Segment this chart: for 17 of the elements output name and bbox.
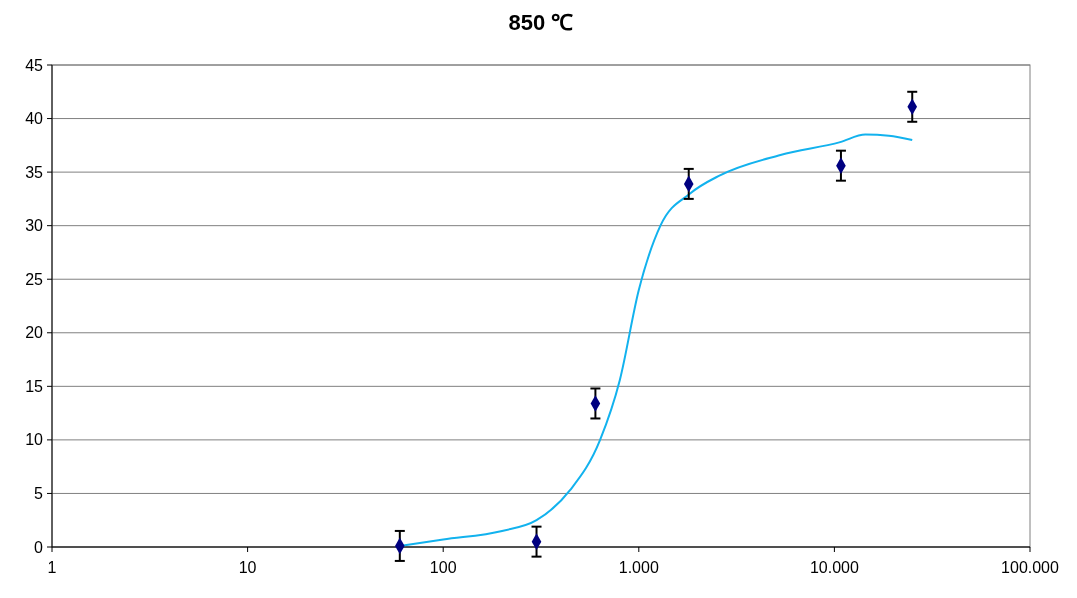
- y-tick-label: 20: [25, 324, 44, 342]
- y-tick-label: 15: [25, 377, 44, 395]
- y-tick-label: 25: [25, 270, 44, 288]
- y-tick-label: 0: [34, 538, 44, 556]
- x-tick-label: 10.000: [809, 559, 859, 576]
- y-tick-label: 40: [25, 110, 44, 128]
- x-tick-label: 1: [47, 559, 57, 576]
- x-tick-label: 1.000: [618, 559, 659, 576]
- x-tick-label: 10: [238, 559, 257, 576]
- y-tick-label: 35: [25, 163, 44, 181]
- x-tick-label: 100: [429, 559, 457, 576]
- y-tick-label: 45: [25, 56, 44, 74]
- y-tick-label: 5: [34, 485, 44, 503]
- y-tick-label: 10: [25, 431, 44, 449]
- x-tick-label: 100.000: [1001, 559, 1060, 576]
- y-tick-label: 30: [25, 217, 44, 235]
- chart-title: 850 ℃: [508, 10, 574, 35]
